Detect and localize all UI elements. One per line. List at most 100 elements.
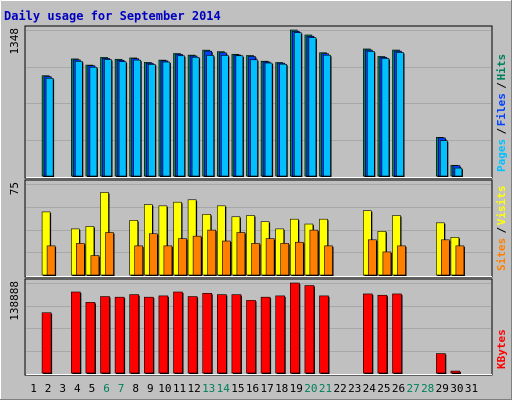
bar-sites-day-2 xyxy=(46,245,56,276)
bar-kbytes-day-10 xyxy=(158,295,169,374)
bar-visits-day-5 xyxy=(85,226,95,276)
legend-separator: / xyxy=(495,227,508,234)
bar-kbytes-day-18 xyxy=(275,295,286,374)
x-axis-day-1: 1 xyxy=(30,382,37,395)
bar-pages-day-21 xyxy=(323,54,331,177)
bar-pages-day-7 xyxy=(118,61,127,177)
legend: KBytes xyxy=(495,329,508,369)
bar-kbytes-day-29 xyxy=(435,353,446,374)
x-axis-day-22: 22 xyxy=(333,382,346,395)
y-axis-max-label: 1348 xyxy=(8,28,21,55)
bar-sites-day-21 xyxy=(324,245,333,276)
x-axis-day-13: 13 xyxy=(202,382,215,395)
bar-sites-day-11 xyxy=(178,238,187,276)
bar-pages-day-14 xyxy=(221,55,229,177)
x-axis-day-26: 26 xyxy=(392,382,405,395)
x-axis-day-28: 28 xyxy=(421,382,434,395)
legend: Sites / Visits xyxy=(495,185,508,271)
x-axis-day-9: 9 xyxy=(147,382,154,395)
bar-sites-day-14 xyxy=(222,240,231,276)
bar-kbytes-day-19 xyxy=(289,282,300,374)
legend-label-hits: Hits xyxy=(495,54,508,81)
bar-sites-day-18 xyxy=(280,243,290,276)
bar-kbytes-day-2 xyxy=(41,312,52,374)
x-axis-day-labels: 1 2 3 4 5 6 7 8 9 10 11 12 13 14 15 16 17 18 19 20 21 22 23 24 2… xyxy=(30,382,478,395)
x-axis-day-24: 24 xyxy=(363,382,377,395)
bar-pages-day-17 xyxy=(264,62,273,177)
bar-sites-day-12 xyxy=(192,235,202,276)
bar-sites-day-5 xyxy=(90,255,100,276)
bar-pages-day-13 xyxy=(206,55,214,177)
x-axis-day-15: 15 xyxy=(231,382,244,395)
bar-sites-day-4 xyxy=(76,243,85,276)
x-axis-day-14: 14 xyxy=(217,382,231,395)
bar-sites-day-24 xyxy=(367,239,377,276)
bar-kbytes-day-30 xyxy=(450,370,461,374)
bar-pages-day-30 xyxy=(454,167,463,177)
bar-pages-day-20 xyxy=(308,37,317,177)
chart-panel-2: 75 Sites / Visits xyxy=(8,179,508,278)
bar-sites-day-17 xyxy=(265,238,275,276)
x-axis-day-5: 5 xyxy=(89,382,96,395)
bar-pages-day-5 xyxy=(89,66,98,177)
bar-kbytes-day-26 xyxy=(392,293,402,374)
bar-kbytes-day-15 xyxy=(231,294,242,374)
bar-pages-day-15 xyxy=(235,55,244,177)
legend-separator: / xyxy=(495,128,508,135)
y-axis-max-label: 75 xyxy=(8,182,21,195)
legend-label-visits: Visits xyxy=(495,185,508,225)
x-axis-day-3: 3 xyxy=(59,382,66,395)
y-axis-max-label: 138888 xyxy=(8,281,21,321)
legend-label-pages: Pages xyxy=(495,139,508,172)
bar-kbytes-day-13 xyxy=(202,292,212,374)
bar-sites-day-9 xyxy=(149,233,158,276)
bar-kbytes-day-14 xyxy=(217,294,227,374)
bar-kbytes-day-4 xyxy=(71,291,81,374)
bar-pages-day-4 xyxy=(75,61,83,177)
legend-label-kbytes: KBytes xyxy=(495,329,508,369)
bar-kbytes-day-8 xyxy=(129,294,139,374)
bar-kbytes-day-16 xyxy=(246,300,256,374)
bar-sites-day-20 xyxy=(309,229,319,276)
bar-visits-day-26 xyxy=(392,215,401,276)
bar-visits-day-2 xyxy=(41,211,51,276)
bar-pages-day-29 xyxy=(439,140,448,177)
bar-sites-day-15 xyxy=(236,232,246,276)
bar-pages-day-9 xyxy=(148,64,156,177)
bar-pages-day-26 xyxy=(396,52,404,177)
bar-kbytes-day-25 xyxy=(377,294,388,374)
x-axis-day-7: 7 xyxy=(118,382,125,395)
x-axis-day-16: 16 xyxy=(246,382,259,395)
bar-pages-day-25 xyxy=(381,58,390,177)
bar-kbytes-day-11 xyxy=(173,291,183,374)
x-axis-day-30: 30 xyxy=(450,382,463,395)
legend-separator: / xyxy=(495,82,508,89)
legend: Pages/Files/Hits xyxy=(495,54,508,172)
bar-kbytes-day-20 xyxy=(304,285,315,374)
x-axis-day-20: 20 xyxy=(304,382,317,395)
x-axis-day-12: 12 xyxy=(187,382,200,395)
x-axis-day-18: 18 xyxy=(275,382,288,395)
bar-pages-day-19 xyxy=(293,32,302,177)
bar-kbytes-day-24 xyxy=(362,293,373,374)
bar-sites-day-25 xyxy=(382,251,392,276)
bar-kbytes-day-9 xyxy=(144,296,154,374)
chart-panels: 1348Pages/Files/Hits75Sites/Visits138888… xyxy=(8,25,508,376)
bar-sites-day-8 xyxy=(134,245,143,276)
legend-label-files: Files xyxy=(495,93,508,126)
x-axis-day-29: 29 xyxy=(436,382,449,395)
x-axis-day-27: 27 xyxy=(406,382,419,395)
bar-kbytes-day-12 xyxy=(187,296,198,374)
x-axis-day-4: 4 xyxy=(74,382,81,395)
bar-sites-day-6 xyxy=(105,232,114,276)
x-axis-day-25: 25 xyxy=(377,382,390,395)
bar-visits-day-10 xyxy=(158,205,168,276)
legend-label-sites: Sites xyxy=(495,238,508,271)
x-axis-day-6: 6 xyxy=(103,382,110,395)
x-axis-day-17: 17 xyxy=(260,382,273,395)
bar-pages-day-24 xyxy=(366,51,375,177)
x-axis-day-2: 2 xyxy=(45,382,52,395)
x-axis-day-10: 10 xyxy=(158,382,171,395)
x-axis-day-19: 19 xyxy=(290,382,303,395)
